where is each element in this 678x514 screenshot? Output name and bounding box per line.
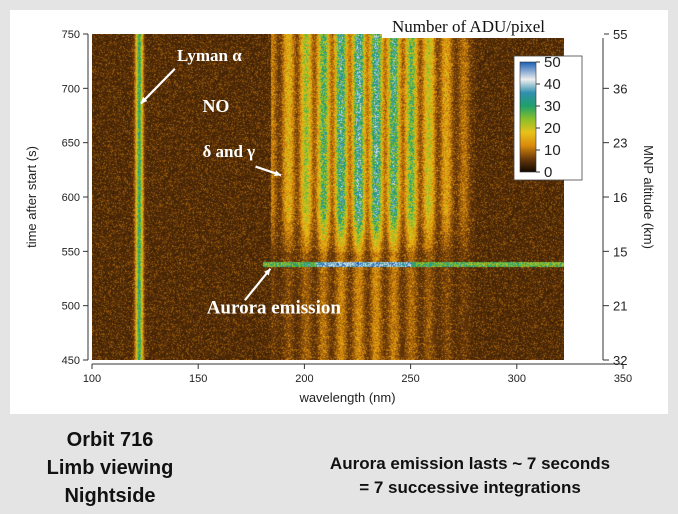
y2-tick-label: 21 bbox=[613, 299, 627, 314]
colorbar-tick-label: 0 bbox=[544, 164, 552, 181]
colorbar-tick-label: 40 bbox=[544, 76, 561, 93]
colorbar-tick-label: 50 bbox=[544, 54, 561, 71]
orbit-label: Orbit 716 bbox=[66, 429, 154, 451]
y-tick-label: 550 bbox=[62, 246, 80, 258]
x-tick-label: 200 bbox=[295, 373, 313, 385]
orbit-info: Orbit 716 Limb viewing Nightside bbox=[20, 426, 200, 510]
colorbar-title: Number of ADU/pixel bbox=[392, 17, 545, 36]
x-tick-label: 100 bbox=[83, 373, 101, 385]
y2-tick-label: 16 bbox=[613, 190, 627, 205]
aurora-arrow bbox=[244, 268, 272, 301]
annotation-label: Aurora emission bbox=[207, 297, 342, 318]
lyman-arrow-head bbox=[140, 96, 148, 104]
spectrogram-image bbox=[92, 34, 564, 360]
spectrogram-figure: 100 150 200 250 300 350 450 500 550 600 650 700 750 5… bbox=[10, 10, 668, 414]
colorbar-title-box bbox=[382, 14, 604, 38]
y-tick-label: 750 bbox=[62, 29, 80, 41]
colorbar-tick-label: 30 bbox=[544, 98, 561, 115]
aurora-note-line1: Aurora emission lasts ~ 7 seconds bbox=[329, 454, 611, 473]
colorbar-tick-label: 20 bbox=[544, 120, 561, 137]
aurora-arrow-head bbox=[264, 268, 271, 276]
side-label: Nightside bbox=[64, 485, 156, 507]
aurora-note: Aurora emission lasts ~ 7 seconds = 7 su… bbox=[262, 452, 678, 500]
no-bands-arrow-head bbox=[274, 170, 282, 177]
colorbar-gradient bbox=[519, 61, 537, 173]
viewing-mode-label: Limb viewing bbox=[46, 457, 174, 479]
annotation-label: δ and γ bbox=[202, 142, 255, 161]
x-axis-title: wavelength (nm) bbox=[298, 390, 395, 405]
y-axis-title: time after start (s) bbox=[24, 146, 39, 248]
x-tick-label: 150 bbox=[189, 373, 207, 385]
y2-tick-label: 55 bbox=[613, 27, 627, 42]
y2-tick-label: 32 bbox=[613, 353, 627, 368]
y-tick-label: 450 bbox=[62, 355, 80, 367]
colorbar-tick-label: 10 bbox=[544, 142, 561, 159]
y2-tick-label: 15 bbox=[613, 244, 627, 259]
annotation-label: Lyman α bbox=[177, 46, 242, 65]
annotation-label: NO bbox=[202, 96, 229, 116]
aurora-note-line2: = 7 successive integrations bbox=[359, 478, 581, 497]
lyman-arrow bbox=[140, 68, 176, 105]
y-tick-label: 600 bbox=[62, 192, 80, 204]
x-tick-label: 350 bbox=[614, 373, 632, 385]
x-tick-label: 300 bbox=[508, 373, 526, 385]
y2-tick-label: 23 bbox=[613, 136, 627, 151]
y2-tick-label: 36 bbox=[613, 81, 627, 96]
y2-axis-title: MNP altitude (km) bbox=[641, 145, 656, 249]
x-tick-label: 250 bbox=[401, 373, 419, 385]
y-tick-label: 650 bbox=[62, 138, 80, 150]
y-tick-label: 700 bbox=[62, 83, 80, 95]
y-tick-label: 500 bbox=[62, 301, 80, 313]
